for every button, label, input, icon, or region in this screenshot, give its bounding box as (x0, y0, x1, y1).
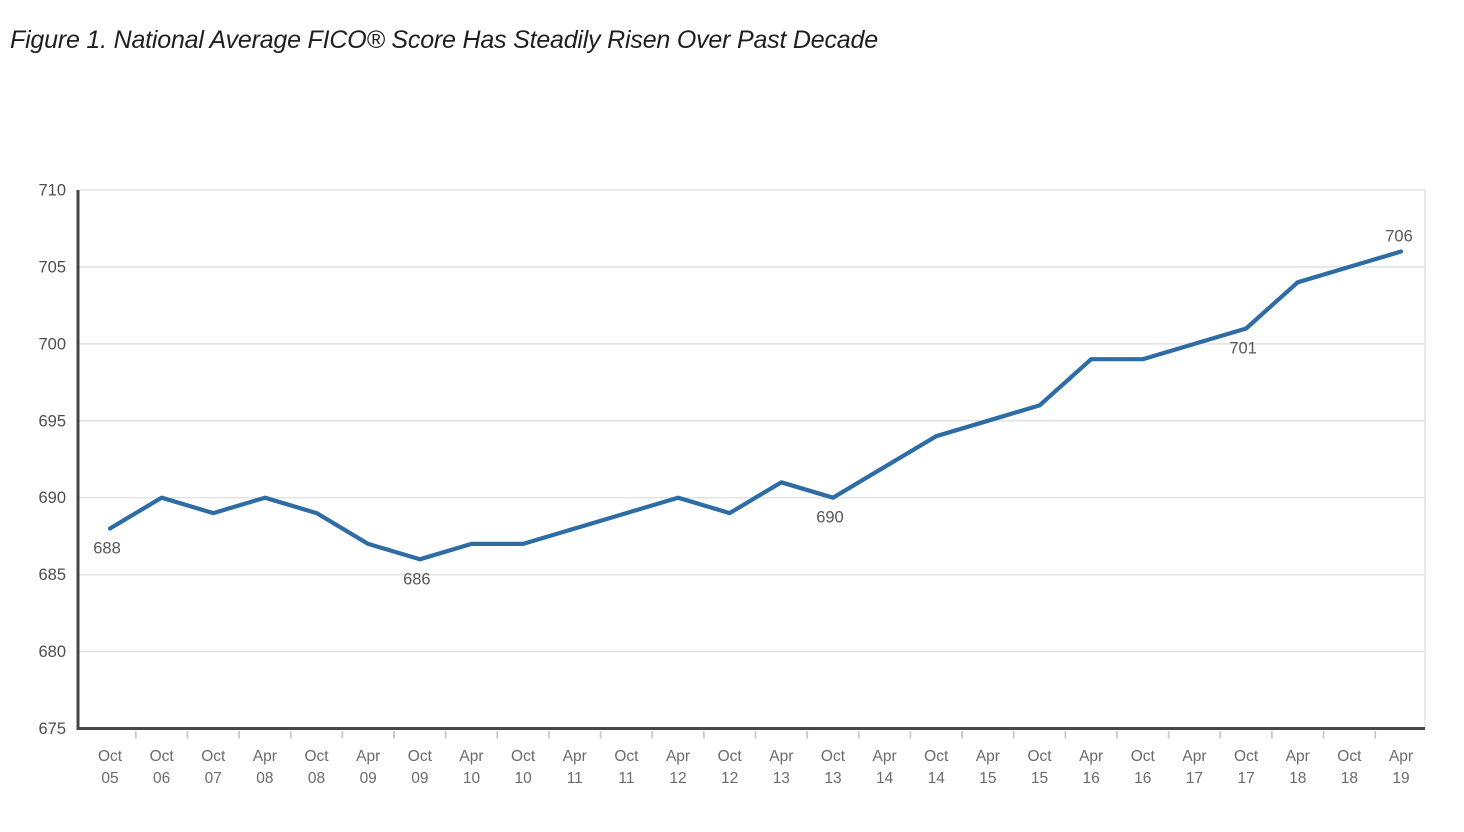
data-point-label: 690 (816, 509, 844, 527)
x-tick-label-year: 11 (618, 770, 634, 787)
data-point-label: 706 (1385, 228, 1413, 246)
x-tick-label-year: 14 (928, 770, 946, 787)
x-tick-label-year: 05 (101, 770, 118, 787)
x-tick-label-month: Apr (666, 748, 690, 765)
x-tick-label-month: Apr (253, 748, 277, 765)
x-tick-label-year: 08 (308, 770, 325, 787)
x-tick-label-month: Oct (924, 748, 949, 765)
x-tick-label-month: Oct (201, 748, 226, 765)
x-tick-label-month: Oct (1027, 748, 1052, 765)
x-tick-label-month: Apr (1182, 748, 1206, 765)
x-tick-label-month: Oct (408, 748, 433, 765)
x-tick-label-month: Oct (304, 748, 329, 765)
x-tick-label-month: Oct (718, 748, 743, 765)
y-tick-label: 680 (38, 643, 66, 661)
x-tick-label-year: 07 (205, 770, 222, 787)
x-tick-label-month: Oct (150, 748, 175, 765)
x-tick-label-month: Oct (1131, 748, 1156, 765)
x-tick-label-year: 10 (463, 770, 481, 787)
x-tick-label-year: 18 (1289, 770, 1306, 787)
data-point-label: 688 (93, 539, 121, 557)
x-tick-label-month: Apr (356, 748, 380, 765)
x-tick-label-year: 19 (1392, 770, 1409, 787)
x-tick-label-month: Oct (98, 748, 123, 765)
x-tick-label-month: Apr (1389, 748, 1413, 765)
x-tick-label-month: Oct (614, 748, 639, 765)
y-tick-label: 685 (38, 566, 66, 584)
x-tick-label-year: 18 (1341, 770, 1358, 787)
x-tick-label-year: 09 (411, 770, 428, 787)
data-point-label: 701 (1229, 339, 1257, 357)
data-point-label: 686 (403, 570, 431, 588)
score-line (107, 249, 1404, 562)
y-tick-label: 695 (38, 412, 66, 430)
x-tick-label-year: 15 (1031, 770, 1048, 787)
x-tick-label-year: 12 (721, 770, 738, 787)
x-tick-label-year: 11 (567, 770, 583, 787)
x-tick-label-year: 14 (876, 770, 894, 787)
x-tick-label-year: 10 (514, 770, 532, 787)
x-tick-label-month: Oct (821, 748, 846, 765)
x-tick-label-year: 09 (360, 770, 377, 787)
x-tick-label-year: 15 (979, 770, 996, 787)
x-tick-label-year: 08 (256, 770, 273, 787)
x-tick-label-year: 17 (1237, 770, 1254, 787)
x-tick-label-month: Apr (459, 748, 483, 765)
y-tick-label: 700 (38, 335, 66, 353)
x-tick-label-month: Oct (511, 748, 536, 765)
x-tick-label-month: Oct (1337, 748, 1362, 765)
x-tick-label-month: Oct (1234, 748, 1259, 765)
x-tick-label-year: 16 (1134, 770, 1151, 787)
y-tick-label: 690 (38, 489, 66, 507)
y-tick-label: 705 (38, 258, 66, 276)
x-tick-label-month: Apr (563, 748, 587, 765)
x-tick-label-month: Apr (976, 748, 1000, 765)
x-tick-label-month: Apr (1286, 748, 1310, 765)
x-tick-label-year: 06 (153, 770, 170, 787)
x-tick-label-year: 13 (773, 770, 790, 787)
x-tick-label-year: 13 (824, 770, 841, 787)
x-tick-label-year: 12 (669, 770, 686, 787)
x-tick-label-year: 16 (1083, 770, 1100, 787)
figure-title: Figure 1. National Average FICO® Score H… (10, 26, 878, 54)
y-tick-label: 710 (38, 182, 66, 200)
y-tick-label: 675 (38, 720, 66, 738)
x-tick-label-year: 17 (1186, 770, 1203, 787)
x-tick-label-month: Apr (1079, 748, 1103, 765)
x-tick-label-month: Apr (873, 748, 897, 765)
x-tick-label-month: Apr (769, 748, 793, 765)
